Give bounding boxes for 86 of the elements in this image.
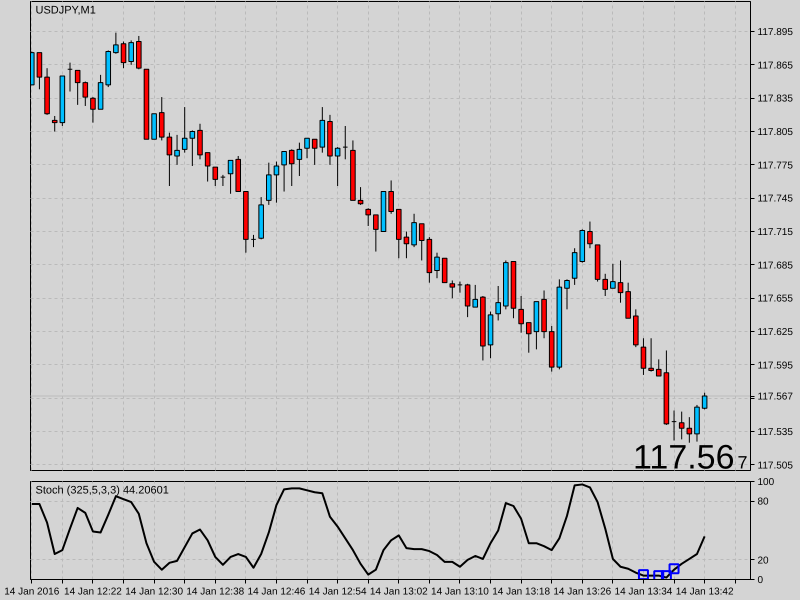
candlestick	[388, 180, 394, 214]
y-tick-label: 0	[758, 575, 764, 586]
y-tick-label: 117.685	[758, 260, 794, 272]
candlestick	[312, 138, 318, 166]
x-tick-label: 14 Jan 13:34	[614, 586, 673, 598]
x-tick-label: 14 Jan 12:38	[186, 586, 245, 598]
candlestick	[174, 134, 180, 166]
x-tick-label: 14 Jan 13:42	[676, 586, 734, 598]
candlestick	[67, 62, 73, 92]
candlestick	[472, 284, 478, 308]
candlestick	[686, 416, 692, 444]
x-tick-label: 14 Jan 12:46	[248, 586, 306, 598]
y-tick-label: 117.535	[758, 427, 794, 438]
candlestick	[618, 260, 624, 304]
y-tick-label: 20	[758, 555, 770, 566]
candlestick	[450, 280, 456, 299]
candlestick	[82, 81, 88, 106]
x-tick-label: 14 Jan 13:10	[431, 586, 490, 598]
candlestick	[190, 130, 196, 166]
y-tick-label: 117.805	[758, 127, 794, 138]
annotation: 117.56	[633, 438, 734, 476]
candlestick	[288, 148, 295, 186]
y-tick-label: 117.625	[758, 327, 794, 338]
candlestick	[358, 186, 364, 206]
chart-title: USDJPY,M1	[36, 4, 96, 16]
candlestick	[204, 152, 210, 182]
candlestick	[52, 115, 58, 132]
candlestick	[220, 174, 226, 186]
candlestick	[74, 70, 80, 106]
candlestick	[120, 41, 126, 69]
candlestick	[526, 322, 532, 354]
y-tick-label: 80	[758, 496, 770, 508]
candlestick	[334, 146, 340, 186]
candlestick	[212, 166, 218, 186]
candlestick	[678, 411, 684, 440]
candlestick	[365, 208, 371, 226]
candlestick	[648, 338, 654, 372]
x-tick-label: 14 Jan 13:18	[492, 586, 550, 598]
candlestick	[602, 273, 608, 297]
candlestick	[518, 296, 524, 334]
candlestick	[373, 214, 379, 252]
y-tick-label: 100	[758, 477, 775, 488]
candlestick	[182, 106, 188, 154]
x-tick-label: 14 Jan 2016	[4, 586, 60, 598]
y-tick-label: 117.775	[758, 160, 794, 172]
candlestick	[564, 278, 570, 310]
x-tick-label: 14 Jan 12:30	[125, 586, 184, 598]
candlestick	[228, 160, 234, 194]
candlestick	[640, 338, 646, 376]
candlestick	[304, 138, 310, 159]
candlestick	[702, 392, 708, 410]
candlestick	[656, 358, 662, 377]
candlestick	[464, 283, 470, 318]
candlestick	[434, 252, 440, 279]
candlestick	[274, 161, 280, 204]
candlestick	[587, 221, 593, 249]
candlestick	[495, 286, 501, 321]
y-tick-label: 117.595	[758, 360, 794, 372]
y-tick-label: 117.505	[758, 460, 794, 472]
x-tick-label: 14 Jan 13:26	[553, 586, 612, 598]
x-tick-label: 14 Jan 12:22	[64, 586, 122, 598]
y-tick-label: 117.835	[758, 94, 794, 105]
chart-title: Stoch (325,5,3,3) 44.20601	[36, 484, 169, 496]
candlestick	[671, 410, 677, 441]
y-tick-label: 117.745	[758, 194, 794, 205]
annotation: 7	[737, 452, 748, 472]
candlestick	[166, 132, 172, 186]
candlestick	[90, 96, 96, 124]
candlestick	[457, 281, 463, 294]
y-tick-label: 117.895	[758, 27, 794, 38]
candlestick	[411, 213, 417, 248]
candlestick	[418, 223, 425, 261]
y-tick-label: 117.655	[758, 294, 794, 305]
candlestick	[250, 234, 256, 248]
candlestick	[610, 263, 616, 289]
x-tick-label: 14 Jan 12:54	[308, 586, 367, 598]
candlestick	[113, 32, 119, 54]
candlestick	[342, 125, 348, 160]
ref-line-label: 117.567	[758, 392, 794, 403]
candlestick	[296, 142, 302, 176]
x-tick-label: 14 Jan 13:02	[370, 586, 428, 598]
y-tick-label: 117.865	[758, 60, 794, 72]
y-tick-label: 117.715	[758, 227, 794, 238]
candlestick	[404, 231, 410, 259]
candlestick	[128, 40, 134, 66]
candlestick	[281, 151, 287, 192]
